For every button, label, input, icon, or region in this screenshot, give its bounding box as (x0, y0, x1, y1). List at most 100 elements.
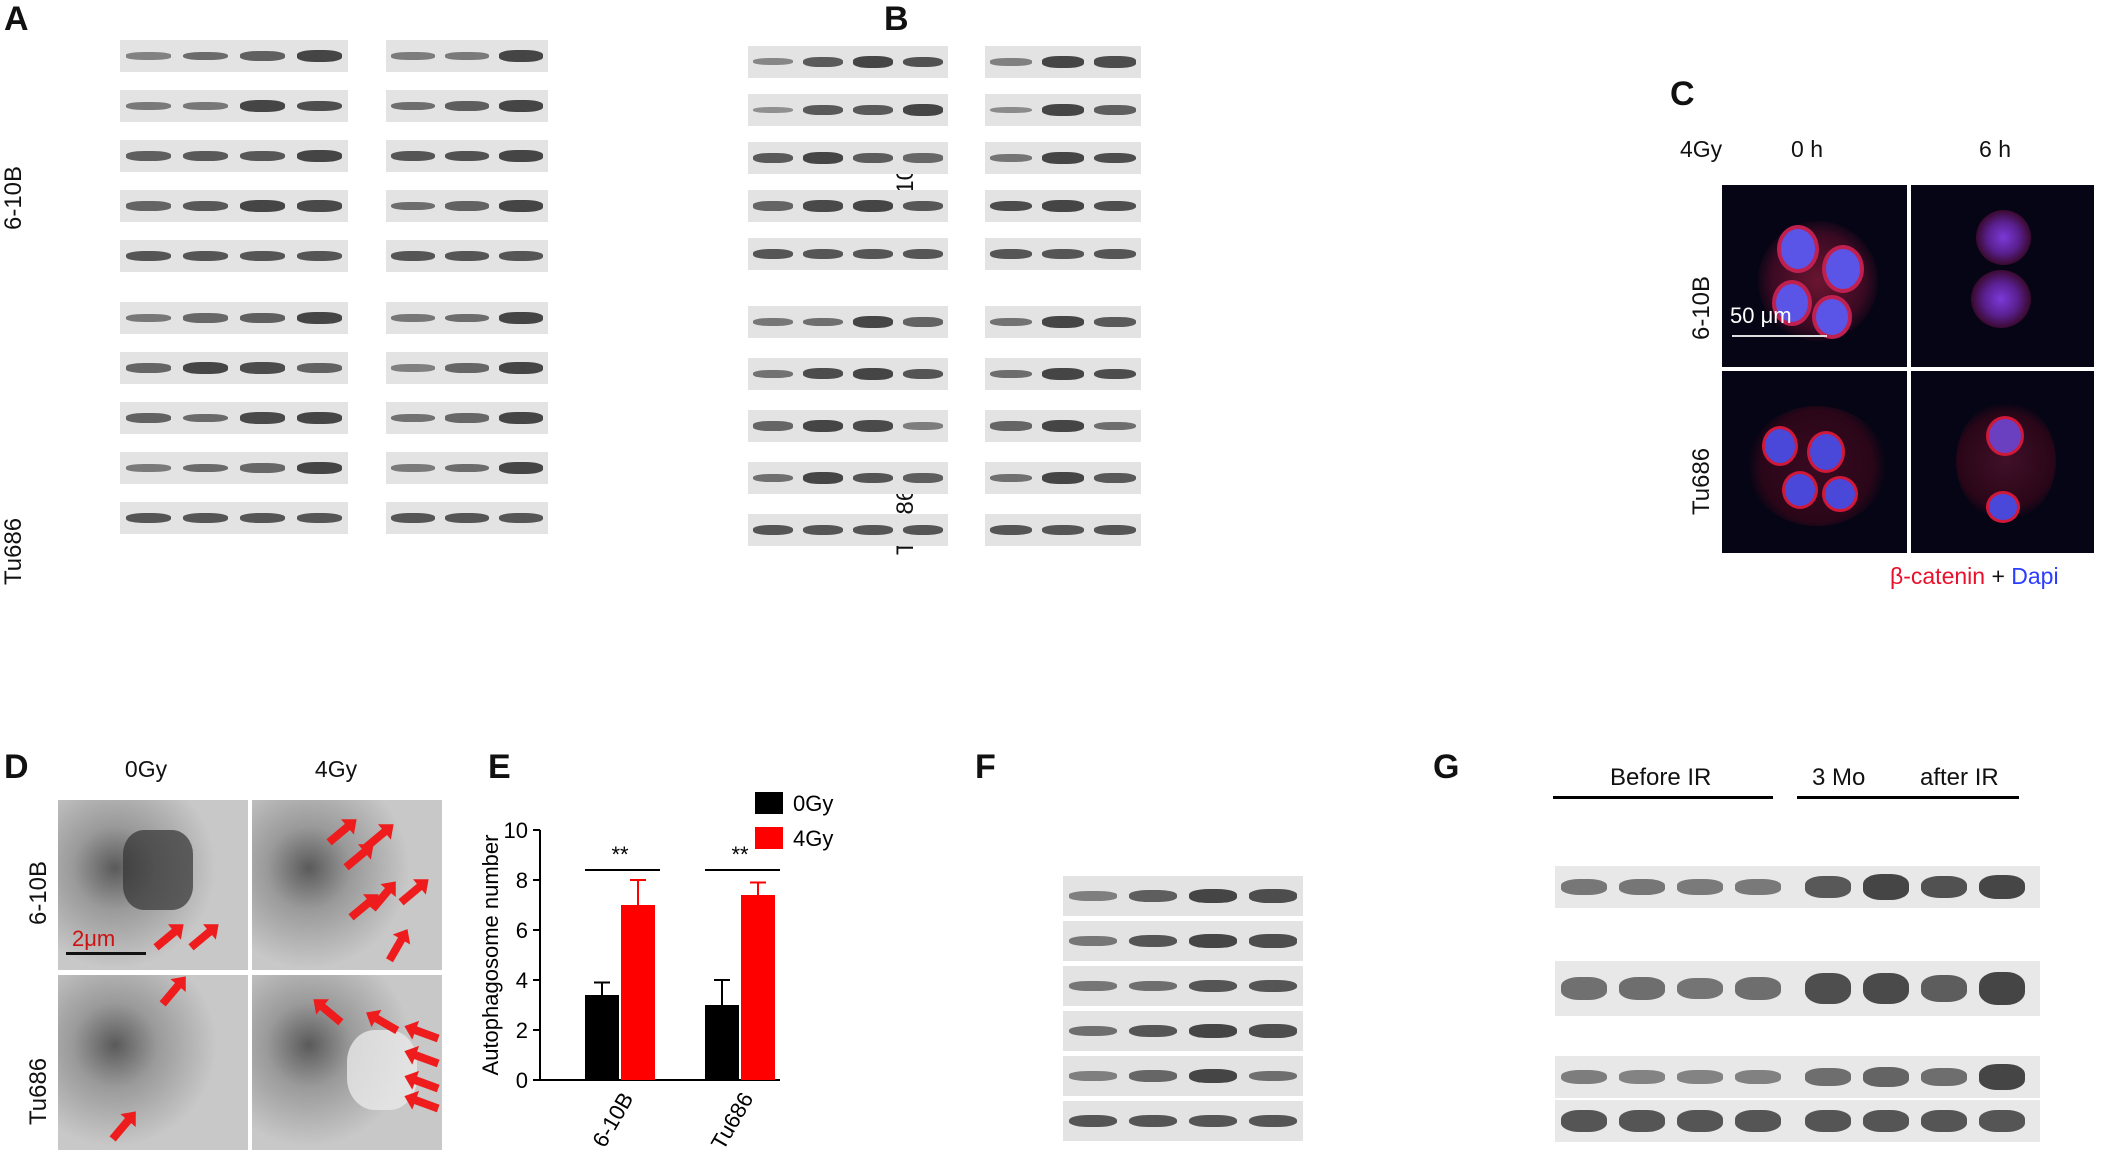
panel-a-label: A (4, 0, 29, 38)
panelB-top-L3-band-4 (903, 200, 943, 212)
panel-f-blot-2 (1063, 966, 1303, 1006)
em-image-tu686-0gy (58, 975, 248, 1150)
panelA-top-L2-band-2 (182, 150, 229, 162)
panel-f-r5-band-1 (1069, 1114, 1117, 1128)
panel-f-r3-band-4 (1249, 1024, 1297, 1038)
panelB-top-L1-band-2 (803, 104, 843, 116)
panelB-top-blot-right-1 (985, 94, 1141, 126)
panelA-bottom-L2-band-2 (182, 413, 229, 423)
panelB-top-blot-right-0 (985, 46, 1141, 78)
panelA-top-blot-right-2 (386, 140, 548, 172)
panelA-bottom-L4-band-4 (296, 512, 343, 524)
panelA-bottom-L1-band-1 (125, 363, 172, 373)
panel-g-band-1-1 (1619, 977, 1665, 1000)
panelB-top-R2-band-3 (1094, 152, 1136, 164)
panelA-top-L1-band-1 (125, 102, 172, 110)
panel-g-band-0-7 (1979, 874, 2025, 900)
panelB-bottom-blot-left-0 (748, 306, 948, 338)
panelB-top-blot-left-3 (748, 190, 948, 222)
panelB-bottom-L3-band-1 (753, 473, 793, 483)
panelA-bottom-L0-band-2 (182, 313, 229, 323)
panelB-top-L3-band-3 (853, 200, 893, 212)
y-tick-label-5: 10 (504, 818, 528, 843)
panel-f-label: F (975, 748, 996, 786)
panel-g-band-1-4 (1805, 973, 1851, 1004)
panelA-bottom-R2-band-3 (499, 412, 543, 424)
panelA-bottom-R2-band-1 (391, 413, 435, 423)
em-image-6-10b-0gy: 2μm (58, 800, 248, 970)
y-tick-label-4: 8 (516, 868, 528, 893)
panelA-bottom-R3-band-1 (391, 464, 435, 472)
panelA-top-L1-band-2 (182, 102, 229, 110)
panelB-top-L1-band-3 (853, 104, 893, 116)
panelB-bottom-R0-band-2 (1042, 316, 1084, 328)
panelB-bottom-L2-band-1 (753, 421, 793, 431)
panelA-top-R4-band-1 (391, 250, 435, 262)
panelB-top-R0-band-1 (990, 58, 1032, 66)
panelB-bottom-L1-band-1 (753, 369, 793, 379)
panelA-bottom-R4-band-2 (445, 512, 489, 524)
panelA-bottom-L4-band-2 (182, 512, 229, 524)
panel-g-band-1-5 (1863, 972, 1909, 1005)
panelB-bottom-L0-band-3 (853, 316, 893, 328)
panel-f-r5-band-2 (1129, 1114, 1177, 1128)
panelB-top-R4-band-1 (990, 248, 1032, 260)
panel-f-r4-band-4 (1249, 1070, 1297, 1082)
panelB-bottom-R3-band-1 (990, 473, 1032, 483)
panelA-top-L0-band-1 (125, 52, 172, 60)
panelB-bottom-blot-right-3 (985, 462, 1141, 494)
panel-f-r1-band-4 (1249, 934, 1297, 948)
panelB-top-blot-left-0 (748, 46, 948, 78)
panelA-top-L1-band-3 (239, 100, 286, 112)
panel-d-label: D (4, 748, 29, 786)
after-ir-line (1797, 796, 2019, 799)
panelA-bottom-R0-band-1 (391, 313, 435, 323)
panelB-bottom-blot-left-3 (748, 462, 948, 494)
panel-g-3mo: 3 Mo (1812, 764, 1866, 791)
panelB-top-R1-band-2 (1042, 104, 1084, 116)
panelB-top-L3-band-1 (753, 201, 793, 211)
panelA-top-blot-right-1 (386, 90, 548, 122)
panel-c-col-6h: 6 h (1979, 136, 2011, 162)
panel-c-col-0h: 0 h (1791, 136, 1823, 162)
panelB-bottom-blot-right-0 (985, 306, 1141, 338)
panelA-top-blot-left-3 (120, 190, 348, 222)
panel-f-r1-band-3 (1189, 933, 1237, 949)
panelB-bottom-L3-band-3 (853, 472, 893, 484)
panelB-top-L4-band-3 (853, 248, 893, 260)
panelA-top-L4-band-4 (296, 250, 343, 262)
panelB-top-L4-band-4 (903, 248, 943, 260)
panel-g-band-0-3 (1735, 879, 1781, 895)
panel-b-label: B (884, 0, 909, 38)
panel-f-blot-3 (1063, 1011, 1303, 1051)
panel-g-band-2-2 (1677, 1070, 1723, 1084)
y-tick-label-3: 6 (516, 918, 528, 943)
panelA-bottom-blot-left-0 (120, 302, 348, 334)
panelB-top-R2-band-1 (990, 153, 1032, 163)
panelA-top-R1-band-2 (445, 101, 489, 111)
panel-g-band-0-5 (1863, 874, 1909, 900)
panelA-top-R2-band-1 (391, 150, 435, 162)
micrograph-tu686-0h (1722, 371, 1907, 553)
panelA-bottom-R0-band-3 (499, 312, 543, 324)
panelA-top-blot-right-0 (386, 40, 548, 72)
panelB-bottom-L1-band-4 (903, 368, 943, 380)
panel-g-band-3-1 (1619, 1109, 1665, 1133)
panelA-bottom-blot-left-4 (120, 502, 348, 534)
panel-g-band-2-3 (1735, 1070, 1781, 1084)
panelA-top-L4-band-3 (239, 250, 286, 262)
panelB-bottom-L4-band-4 (903, 524, 943, 536)
panelA-top-R2-band-2 (445, 150, 489, 162)
panel-f-r0-band-1 (1069, 891, 1117, 901)
panel-g-band-1-3 (1735, 977, 1781, 1000)
panelA-bottom-R2-band-2 (445, 413, 489, 423)
panel-g-blot-3 (1555, 1100, 2040, 1142)
panelA-bottom-R3-band-2 (445, 463, 489, 473)
panelA-top-R3-band-3 (499, 200, 543, 212)
panelA-bottom-L1-band-2 (182, 362, 229, 374)
panel-g-band-2-1 (1619, 1070, 1665, 1084)
panelB-top-L4-band-2 (803, 248, 843, 260)
panel-g-band-3-0 (1561, 1109, 1607, 1133)
panel-f-blot-5 (1063, 1101, 1303, 1141)
before-ir-line (1553, 796, 1773, 799)
